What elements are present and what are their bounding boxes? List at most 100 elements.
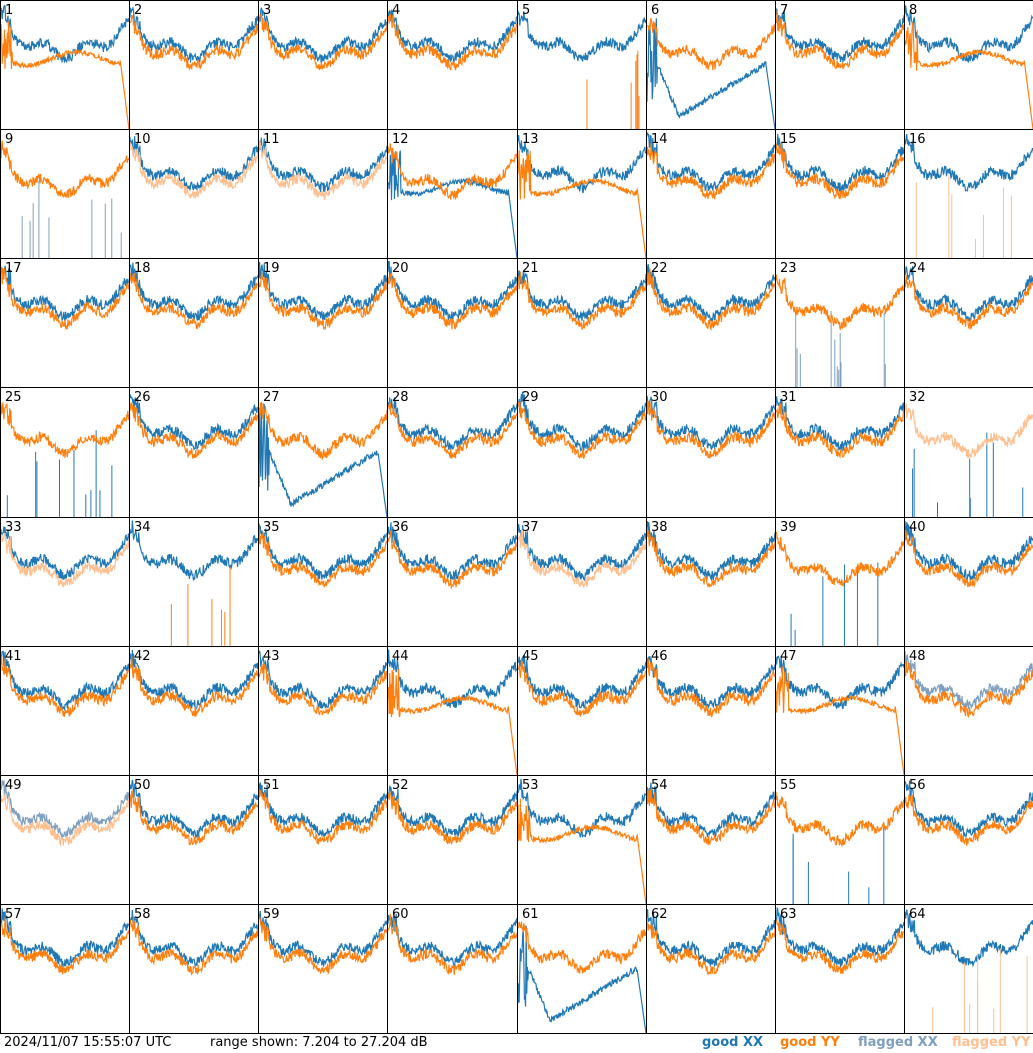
panel-plot <box>647 132 775 200</box>
yy-series-line <box>776 142 904 200</box>
yy-series-line <box>130 141 258 199</box>
xx-series-line <box>518 270 646 321</box>
yy-series-line <box>1 266 129 330</box>
yy-series-line <box>518 798 646 904</box>
antenna-panel-41: 41 <box>0 646 130 776</box>
antenna-panel-52: 52 <box>387 775 518 905</box>
antenna-panel-19: 19 <box>258 258 388 388</box>
panel-number: 26 <box>134 390 151 405</box>
antenna-panel-18: 18 <box>129 258 259 388</box>
antenna-panel-35: 35 <box>258 517 388 647</box>
panel-number: 4 <box>392 3 401 18</box>
panel-plot <box>259 910 387 976</box>
panel-plot <box>388 143 517 258</box>
yy-series-line <box>647 530 775 588</box>
panel-plot <box>518 134 646 258</box>
xx-series-line <box>776 8 904 63</box>
xx-series-line <box>905 909 1033 968</box>
xx-series-line <box>647 395 775 451</box>
panel-plot <box>130 5 258 71</box>
panel-plot <box>776 396 904 459</box>
panel-plot <box>1 265 129 330</box>
yy-series-line <box>518 150 646 258</box>
panel-plot <box>905 266 1033 330</box>
xx-series-line <box>388 522 517 581</box>
panel-number: 45 <box>522 649 539 664</box>
panel-plot <box>259 650 387 716</box>
panel-plot <box>1 908 129 975</box>
panel-number: 24 <box>909 261 926 276</box>
antenna-panel-54: 54 <box>646 775 776 905</box>
panel-number: 49 <box>5 778 22 793</box>
yy-series-line <box>259 272 387 331</box>
yy-series-line <box>905 529 1033 588</box>
xx-series-line <box>259 137 387 193</box>
yy-series-line <box>905 403 1033 459</box>
panel-number: 47 <box>780 649 797 664</box>
panel-plot <box>647 17 775 129</box>
panel-number: 9 <box>5 132 14 147</box>
yy-series-line <box>130 916 258 976</box>
yy-series-line <box>259 915 387 976</box>
panel-number: 35 <box>263 520 280 535</box>
xx-series-line <box>647 782 775 838</box>
xx-series-line <box>905 780 1033 839</box>
panel-number: 2 <box>134 3 143 18</box>
yy-series-line <box>1 793 129 847</box>
xx-series-line <box>905 5 1033 63</box>
xx-series-line <box>259 7 387 64</box>
xx-series-line <box>647 263 775 322</box>
antenna-panel-42: 42 <box>129 646 259 776</box>
panel-number: 38 <box>651 520 668 535</box>
yy-series-line <box>130 656 258 717</box>
panel-plot <box>1 779 129 847</box>
panel-plot <box>518 391 646 459</box>
xx-series-line <box>388 913 517 970</box>
panel-plot <box>905 134 1033 258</box>
yy-series-line <box>518 271 646 331</box>
xx-series-line <box>647 18 775 129</box>
antenna-panel-60: 60 <box>387 904 518 1034</box>
yy-series-line <box>647 17 775 71</box>
panel-number: 51 <box>263 778 280 793</box>
antenna-panel-1: 1 <box>0 0 130 130</box>
panel-number: 57 <box>5 907 22 922</box>
xx-series-line <box>1 650 129 712</box>
timestamp-text: 2024/11/07 15:55:07 UTC <box>4 1035 172 1050</box>
panel-plot <box>259 523 387 588</box>
panel-plot <box>1 650 129 717</box>
panel-plot <box>130 393 258 459</box>
antenna-panel-2: 2 <box>129 0 259 130</box>
antenna-panel-63: 63 <box>775 904 905 1034</box>
panel-plot <box>647 521 775 588</box>
panel-plot <box>130 650 258 717</box>
xx-series-line <box>1 779 129 840</box>
xx-series-line <box>259 650 387 709</box>
antenna-panel-28: 28 <box>387 387 518 518</box>
panel-plot <box>647 909 775 976</box>
panel-plot <box>259 261 387 331</box>
antenna-panel-36: 36 <box>387 517 518 647</box>
xx-series-line <box>388 397 517 451</box>
panel-plot <box>905 403 1033 517</box>
antenna-panel-29: 29 <box>517 387 647 518</box>
xx-series-line <box>130 909 258 968</box>
yy-series-line <box>388 669 517 775</box>
antenna-panel-9: 9 <box>0 129 130 259</box>
panel-plot <box>776 274 904 387</box>
antenna-panel-30: 30 <box>646 387 776 518</box>
xx-series-line <box>1 5 129 64</box>
yy-series-line <box>647 268 775 332</box>
legend-good-yy: good YY <box>780 1035 840 1050</box>
yy-series-line <box>518 529 646 589</box>
panel-number: 52 <box>392 778 409 793</box>
antenna-panel-11: 11 <box>258 129 388 259</box>
panel-number: 37 <box>522 520 539 535</box>
panel-number: 43 <box>263 649 280 664</box>
panel-plot <box>905 520 1033 588</box>
panel-number: 22 <box>651 261 668 276</box>
xx-series-line <box>905 651 1033 710</box>
panel-plot <box>130 909 258 976</box>
yy-series-line <box>776 918 904 974</box>
yy-series-line <box>905 794 1033 846</box>
